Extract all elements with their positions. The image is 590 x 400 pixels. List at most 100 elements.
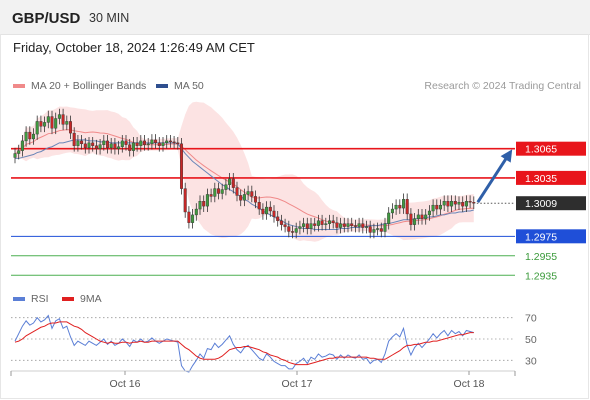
candle-body [424,214,428,219]
candle-body [328,220,332,224]
candle-body [146,143,150,146]
candle-body [50,116,54,129]
candle-body [291,231,295,233]
candle-body [339,223,343,228]
candle-body [20,140,24,151]
candle-body [302,223,306,227]
candle-body [265,206,269,215]
candle-body [150,139,154,145]
candle-body [450,201,454,207]
currency-pair: GBP/USD [12,10,81,27]
candle-body [331,220,335,223]
candle-body [35,121,39,135]
candle-body [231,178,235,188]
candle-body [257,202,261,210]
candle-body [128,144,132,151]
candle-body [279,220,283,225]
candle-body [205,194,209,207]
candle-body [413,218,417,225]
candle-body [32,133,36,140]
candle-body [276,216,280,221]
9ma-swatch [62,297,74,301]
candle-body [209,194,213,197]
level-tag-1.3065 [516,141,586,156]
candle-body [316,220,320,226]
candle-body [346,223,350,227]
x-tick-label-1: Oct 17 [282,378,313,390]
candle-body [242,194,246,201]
candle-body [94,145,98,149]
candle-body [109,143,113,148]
candle-body [324,223,328,225]
current-price-label: 1.3009 [525,198,557,210]
candle-body [246,191,250,195]
candle-body [213,188,217,197]
candle-body [57,114,61,119]
candle-body [294,228,298,233]
candle-body [98,144,102,149]
candle-body [61,114,65,125]
research-credit: Research © 2024 Trading Central [424,80,581,92]
level-label-1.2955: 1.2955 [525,251,557,263]
candle-body [172,141,176,144]
candle-body [342,223,346,227]
candle-body [179,143,183,189]
candle-body [313,223,317,226]
timeframe-label[interactable]: 30 MIN [89,11,130,25]
legend-ma20: MA 20 + Bollinger Bands [13,80,146,92]
candle-body [235,187,239,196]
candle-body [305,223,309,229]
legend-9ma: 9MA [62,293,102,305]
candle-body [468,201,472,203]
chart-datetime: Friday, October 18, 2024 1:26:49 AM CET [13,40,255,55]
candle-body [309,223,313,229]
candle-body [165,140,169,144]
candle-body [420,214,424,219]
candle-body [176,142,180,145]
candle-body [139,140,143,146]
candle-body [435,204,439,210]
candle-body [416,214,420,219]
candle-body [28,131,32,140]
candle-body [105,140,109,148]
rsi-line [14,314,474,373]
candle-body [43,122,47,127]
level-tag-1.3035 [516,170,586,185]
candle-body [357,223,361,227]
candle-body [46,116,50,123]
candle-body [202,201,206,207]
current-price-tag [516,196,586,211]
candle-body [390,208,394,214]
candle-body [350,223,354,226]
level-label-1.2975: 1.2975 [525,231,557,243]
candle-body [427,210,431,216]
candle-body [83,143,87,148]
candle-body [283,224,287,227]
candle-body [124,140,128,145]
forecast-arrow-head [500,149,513,163]
ma50-swatch [156,84,168,88]
level-tag-1.2975 [516,229,586,244]
candle-body [198,201,202,210]
candle-body [131,142,135,151]
candle-body [91,142,95,146]
x-tick-label-2: Oct 18 [454,378,485,390]
candle-body [361,223,365,228]
legend-ma50-label: MA 50 [174,80,204,92]
candle-body [191,214,195,223]
candle-body [457,202,461,205]
candle-body [72,132,76,146]
candle-body [120,140,124,147]
level-label-1.2935: 1.2935 [525,270,557,282]
candle-body [239,195,243,201]
candle-body [76,140,80,146]
legend-rsi: RSI [13,293,49,305]
candle-body [135,142,139,146]
candle-body [376,228,380,230]
candle-body [253,196,257,203]
candle-body [216,188,220,194]
rsi-9ma-line [14,321,474,366]
legend-ma50: MA 50 [156,80,204,92]
candle-body [387,212,391,224]
